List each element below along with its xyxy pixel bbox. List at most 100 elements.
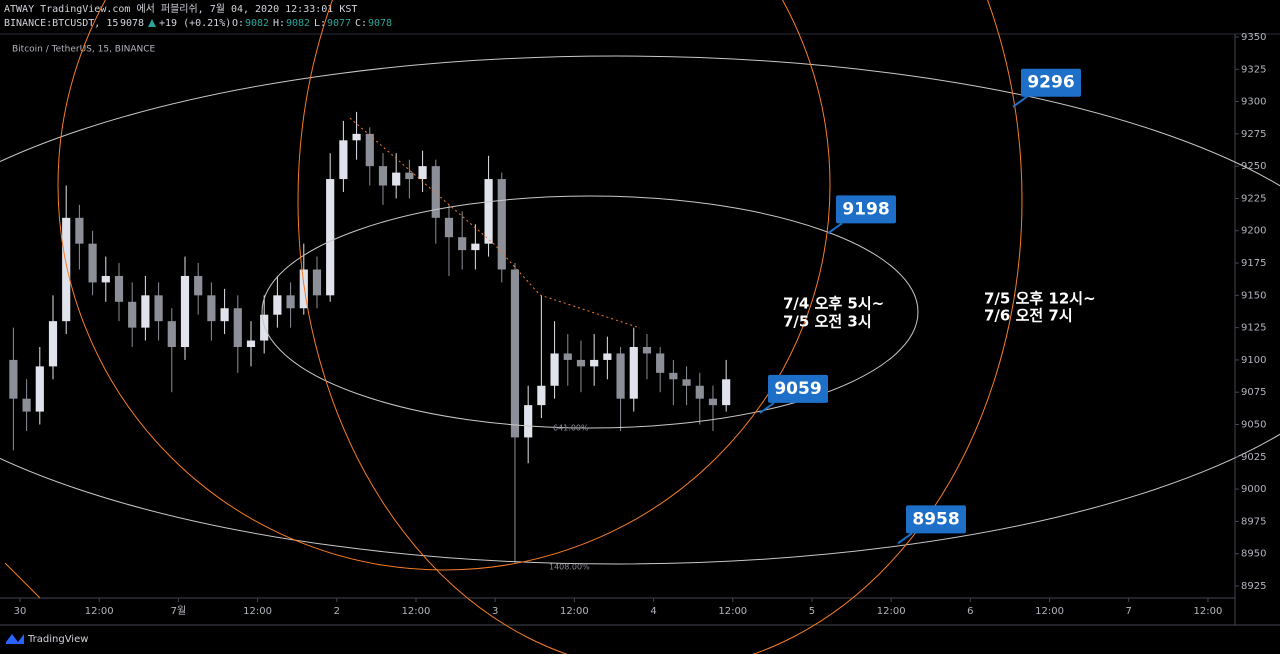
x-tick-label: 30 <box>14 606 27 617</box>
candle-body <box>550 353 559 386</box>
callout-box <box>906 505 966 534</box>
candle-body <box>260 314 269 341</box>
candle-body <box>88 243 97 283</box>
candle-body <box>656 353 665 373</box>
candle-body <box>669 372 678 380</box>
candle-body <box>141 295 150 328</box>
candle-body <box>484 179 493 244</box>
candle-body <box>695 385 704 399</box>
x-tick-label: 12:00 <box>560 606 589 617</box>
x-tick-label: 12:00 <box>402 606 431 617</box>
brand: TradingView <box>27 634 88 645</box>
y-tick-label: 9225 <box>1241 193 1266 204</box>
candle-body <box>35 366 44 412</box>
y-tick-label: 8950 <box>1241 549 1266 560</box>
candle-body <box>537 385 546 406</box>
candle-body <box>471 243 480 251</box>
trend-line <box>349 117 641 329</box>
callout-label: 8958 <box>912 509 959 529</box>
callout-box <box>768 374 828 403</box>
fib-circle <box>57 0 831 571</box>
annotation: 7/5 오전 3시 <box>783 313 872 331</box>
x-tick-label: 3 <box>492 606 498 617</box>
fib-label: 641.00% <box>553 424 589 433</box>
candle-body <box>286 295 295 309</box>
candle-body <box>312 269 322 296</box>
fib-circle <box>297 0 1023 654</box>
y-tick-label: 9300 <box>1241 97 1266 108</box>
callout-box <box>1021 68 1081 97</box>
candle-body <box>563 353 572 360</box>
callout-box <box>836 195 896 224</box>
annotation: 7/4 오후 5시~ <box>783 295 884 313</box>
x-tick-label: 12:00 <box>877 606 906 617</box>
plot <box>9 111 731 563</box>
candle-body <box>167 321 176 348</box>
annotation: 7/6 오전 7시 <box>984 307 1073 325</box>
candle-body <box>194 275 203 296</box>
y-tick-label: 9350 <box>1241 32 1266 43</box>
x-tick-label: 12:00 <box>1035 606 1064 617</box>
candle-body <box>642 347 652 354</box>
y-tick-label: 9000 <box>1241 484 1266 495</box>
y-tick-label: 9250 <box>1241 161 1266 172</box>
chart-title: Bitcoin / TetherUS, 15, BINANCE <box>12 45 156 55</box>
candle-body <box>576 359 586 367</box>
fib-ellipse <box>0 55 1280 565</box>
y-tick-label: 9150 <box>1241 290 1266 301</box>
candle-body <box>220 308 229 322</box>
candle-body <box>708 398 718 406</box>
annotation: 7/5 오후 12시~ <box>984 290 1096 308</box>
ohlc-value: 9078 <box>368 18 392 29</box>
candle-body <box>722 379 731 406</box>
callout-pointer <box>897 532 913 545</box>
y-tick-label: 9100 <box>1241 355 1266 366</box>
ohlc-value: 9077 <box>327 18 351 29</box>
candle-body <box>603 353 612 360</box>
ohlc: O: 9082 H: 9082 L: 9077 C: 9078 <box>232 18 392 29</box>
candle-body <box>682 379 691 386</box>
candle-body <box>405 172 414 180</box>
candle-body <box>431 166 440 218</box>
x-tick-label: 5 <box>809 606 815 617</box>
candle-body <box>392 172 401 186</box>
up-arrow <box>148 19 156 27</box>
ohlc-value: 9082 <box>286 18 310 29</box>
candle-body <box>154 295 163 322</box>
callout-pointer <box>1012 95 1028 108</box>
candle-body <box>326 179 335 296</box>
candle-body <box>365 133 374 167</box>
callout-label: 9198 <box>842 199 889 219</box>
callout-label: 9059 <box>774 379 821 399</box>
candle-body <box>233 308 242 348</box>
candle-body <box>246 340 256 348</box>
x-tick-label: 7월 <box>171 605 187 617</box>
fib-ellipse <box>261 195 919 429</box>
candle-body <box>207 295 216 322</box>
candle-body <box>497 179 506 270</box>
callout-pointer <box>827 222 843 235</box>
y-tick-label: 8925 <box>1241 581 1266 592</box>
candle-body <box>299 269 308 309</box>
candle-body <box>128 301 137 328</box>
candle-body <box>22 398 31 412</box>
ohlc-key: C: <box>355 18 367 29</box>
y-tick-label: 9125 <box>1241 323 1266 334</box>
publisher: ATWAY TradingView.com 에서 퍼블리쉬, 7월 04, 20… <box>4 3 357 15</box>
fib-label: 1408.00% <box>549 563 590 572</box>
x-tick-label: 6 <box>967 606 973 617</box>
last-price: 9078 <box>120 18 144 29</box>
candle-body <box>510 269 520 438</box>
candle-body <box>378 166 388 186</box>
logo <box>6 634 24 644</box>
callout-label: 9296 <box>1027 73 1074 93</box>
candle-body <box>339 140 348 180</box>
notes: 7/4 오후 5시~7/5 오전 3시 7/5 오후 12시~7/6 오전 7시 6… <box>549 68 1096 572</box>
x-tick-label: 2 <box>334 606 340 617</box>
ohlc-key: L: <box>314 18 326 29</box>
x-tick-label: 4 <box>650 606 656 617</box>
y-tick-label: 9025 <box>1241 452 1266 463</box>
y-tick-label: 9075 <box>1241 387 1266 398</box>
candle-body <box>418 166 427 180</box>
